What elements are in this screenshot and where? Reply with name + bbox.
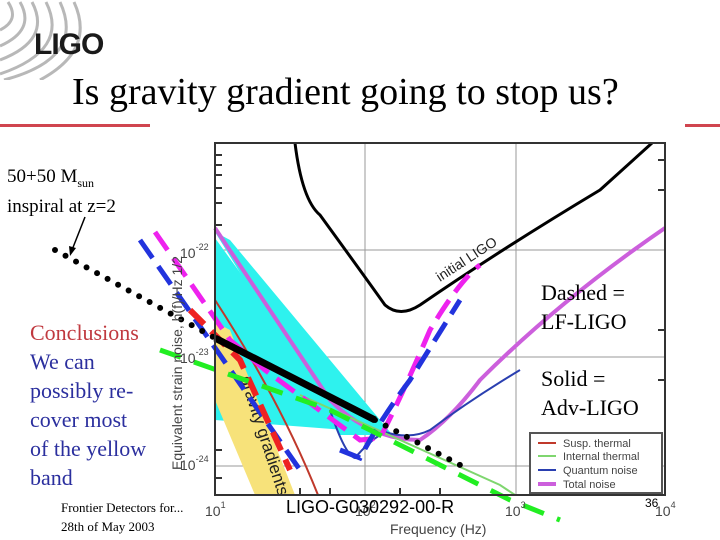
logo-text: LIGO <box>34 28 104 61</box>
dashed-note: Dashed = <box>541 280 625 305</box>
conclusions-line: We can <box>30 349 95 374</box>
legend-susp-thermal: Susp. thermal <box>563 438 631 450</box>
conclusions-block: Conclusions We can possibly re- cover mo… <box>30 318 146 492</box>
ligo-logo: LIGO <box>0 0 150 82</box>
legend-quantum-noise: Quantum noise <box>563 465 638 477</box>
footer-date: 28th of May 2003 <box>61 519 155 534</box>
footer-line1: Frontier Detectors for... <box>61 500 184 515</box>
page-number: 36 <box>645 496 659 510</box>
title-rule-right <box>685 124 720 127</box>
document-id: LIGO-G030292-00-R <box>286 497 455 517</box>
inspiral-solid-segment <box>213 334 377 424</box>
logo-arcs-icon <box>0 1 82 82</box>
x-axis-label: Frequency (Hz) <box>390 521 486 537</box>
lf-quantum-dashed <box>137 238 463 472</box>
conclusions-line: band <box>30 465 73 490</box>
y-axis-label: Equivalent strain noise, h(f)/Hz 1/2 <box>169 256 185 470</box>
legend-total-noise: Total noise <box>563 479 616 491</box>
chart-legend: Susp. thermal Internal thermal Quantum n… <box>529 432 663 494</box>
svg-text:102: 102 <box>355 500 376 519</box>
svg-text:104: 104 <box>655 500 676 519</box>
susp-thermal-curve <box>214 299 319 496</box>
svg-text:101: 101 <box>205 500 226 519</box>
lf-total-dashed <box>152 230 482 443</box>
cyan-band <box>215 232 395 438</box>
inspiral-dotted-curve <box>52 247 463 468</box>
inspiral-annotation: 50+50 Msun inspiral at z=2 <box>7 166 116 217</box>
title-rule-left <box>0 124 150 127</box>
conclusions-line: possibly re- <box>30 378 134 403</box>
lf-susp-dashed <box>187 307 293 472</box>
footer-event: Frontier Detectors for... 28th of May 20… <box>61 498 183 536</box>
line-style-note: Dashed = LF-LIGO Solid = Adv-LIGO <box>541 278 639 422</box>
initial-ligo-curve <box>293 141 654 313</box>
slide-title: Is gravity gradient going to stop us? <box>72 71 619 113</box>
svg-text:103: 103 <box>505 500 526 519</box>
solid-note: Solid = <box>541 366 606 391</box>
conclusions-heading: Conclusions <box>30 320 139 345</box>
conclusions-line: cover most <box>30 407 128 432</box>
dashed-note-value: LF-LIGO <box>541 309 627 334</box>
lf-internal-dashed <box>159 347 561 523</box>
legend-internal-thermal: Internal thermal <box>563 451 639 463</box>
conclusions-line: of the yellow <box>30 436 147 461</box>
internal-thermal-curve <box>299 394 516 496</box>
inspiral-arrow <box>71 216 86 251</box>
solid-note-value: Adv-LIGO <box>541 395 639 420</box>
